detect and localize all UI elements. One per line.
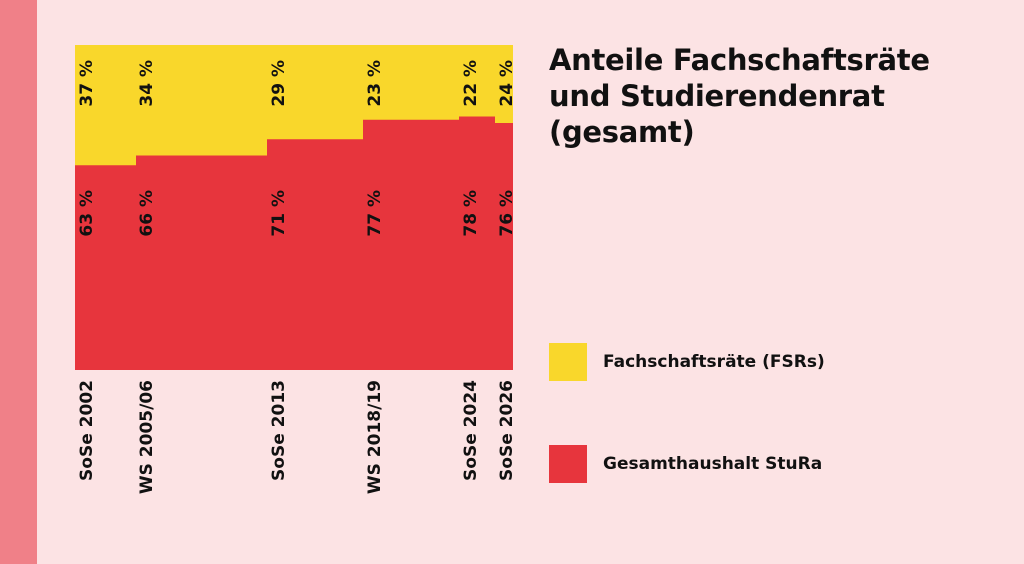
legend-label-stura: Gesamthaushalt StuRa: [603, 454, 823, 474]
chart-title: Anteile Fachschaftsräte und Studierenden…: [549, 42, 999, 150]
stura-value-label: 63 %: [77, 190, 97, 237]
legend-item-stura: Gesamthaushalt StuRa: [549, 445, 822, 483]
legend-label-fsr: Fachschaftsräte (FSRs): [603, 352, 825, 372]
stura-value-label: 76 %: [497, 190, 517, 237]
x-tick-label: SoSe 2024: [461, 380, 481, 481]
x-tick-label: SoSe 2013: [269, 380, 289, 481]
x-tick-label: WS 2005/06: [137, 380, 157, 494]
fsr-value-label: 23 %: [365, 60, 385, 107]
stura-value-label: 71 %: [269, 190, 289, 237]
fsr-value-label: 29 %: [269, 60, 289, 107]
fsr-value-label: 37 %: [77, 60, 97, 107]
left-accent-stripe: [0, 0, 37, 564]
chart-title-line-2: und Studierendenrat: [549, 79, 885, 113]
chart-title-line-3: (gesamt): [549, 115, 695, 149]
x-tick-label: SoSe 2002: [77, 380, 97, 481]
x-tick-label: SoSe 2026: [497, 380, 517, 481]
fsr-value-label: 24 %: [497, 60, 517, 107]
x-tick-label: WS 2018/19: [365, 380, 385, 494]
stura-value-label: 77 %: [365, 190, 385, 237]
fsr-value-label: 22 %: [461, 60, 481, 107]
stura-value-label: 66 %: [137, 190, 157, 237]
chart-title-line-1: Anteile Fachschaftsräte: [549, 43, 930, 77]
stura-area: [75, 116, 513, 370]
legend-swatch-fsr: [549, 343, 587, 381]
legend-swatch-stura: [549, 445, 587, 483]
fsr-value-label: 34 %: [137, 60, 157, 107]
legend-item-fsr: Fachschaftsräte (FSRs): [549, 343, 825, 381]
stura-value-label: 78 %: [461, 190, 481, 237]
